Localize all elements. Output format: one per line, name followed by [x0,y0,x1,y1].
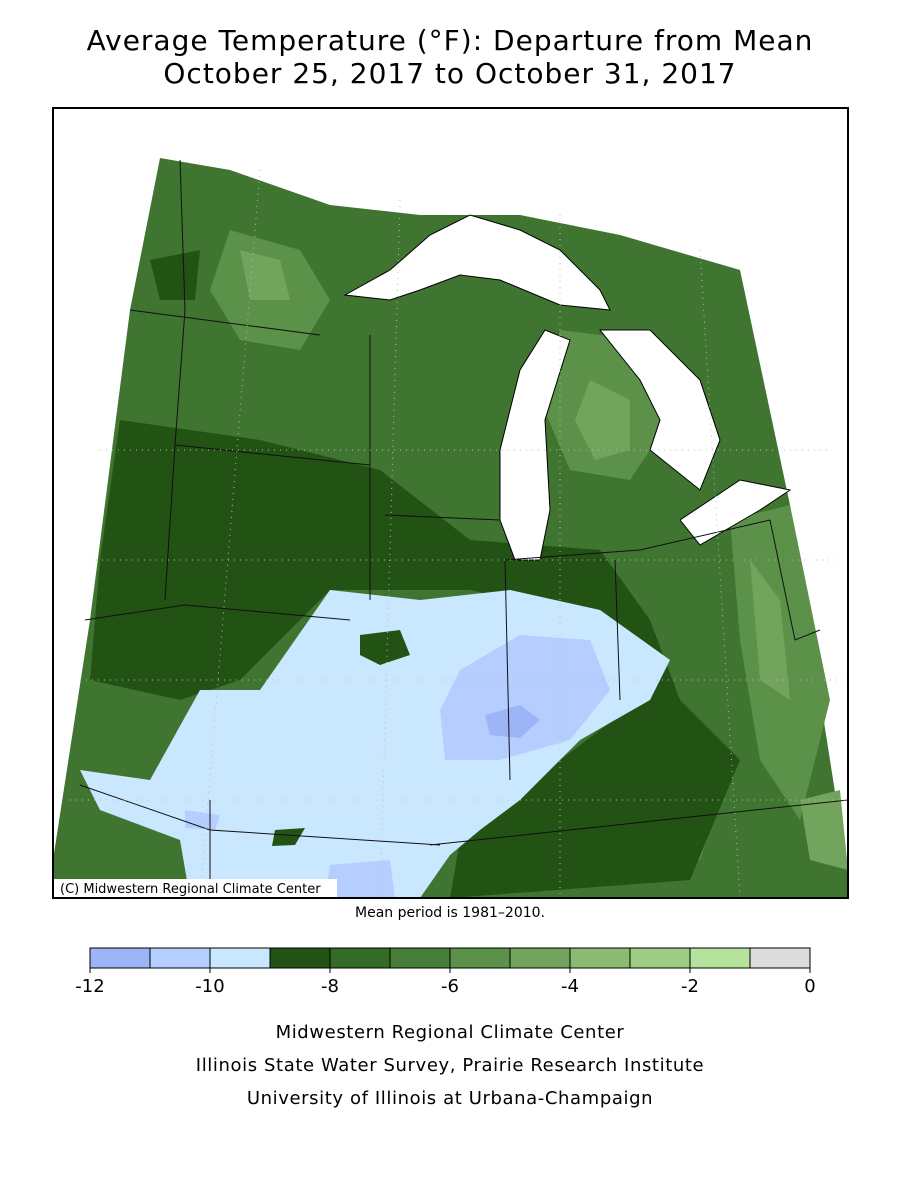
legend-tick-label: -4 [561,976,579,997]
region-dark-patch [272,630,410,846]
legend-tick-label: -10 [195,976,224,997]
legend-swatch [569,947,631,969]
legend-swatch [509,947,571,969]
legend-swatch [89,947,151,969]
legend-swatch [749,947,811,969]
graticule [70,169,848,898]
footer-line: University of Illinois at Urbana-Champai… [247,1088,653,1109]
credit: (C) Midwestern Regional Climate Center [60,882,321,897]
mean-period-note: Mean period is 1981–2010. [355,905,545,921]
legend-swatch [329,947,391,969]
legend-swatch [629,947,691,969]
legend-swatch [209,947,271,969]
legend-swatch [389,947,451,969]
region-cold [185,635,610,898]
credit-box [54,879,337,897]
legend-tick-label: -2 [681,976,699,997]
legend-swatch [149,947,211,969]
legend-swatch [269,947,331,969]
map-frame [52,107,849,899]
legend-tick-label: -6 [441,976,459,997]
footer-line: Illinois State Water Survey, Prairie Res… [196,1055,704,1076]
legend-tick-label: 0 [804,976,815,997]
region-dark [90,250,740,898]
map: (C) Midwestern Regional Climate Center [52,107,849,899]
title-line: Average Temperature (°F): Departure from… [87,24,814,57]
legend-tick-label: -12 [75,976,104,997]
state-border [79,159,848,898]
legend-swatch [449,947,511,969]
lake [343,214,792,561]
legend-swatch [689,947,751,969]
region-coldest [485,705,540,738]
footer-line: Midwestern Regional Climate Center [276,1022,625,1043]
legend-tick-label: -8 [321,976,339,997]
title-line: October 25, 2017 to October 31, 2017 [163,57,736,90]
legend: -12 -10 -8 -6 -4 -2 0 [75,947,816,997]
